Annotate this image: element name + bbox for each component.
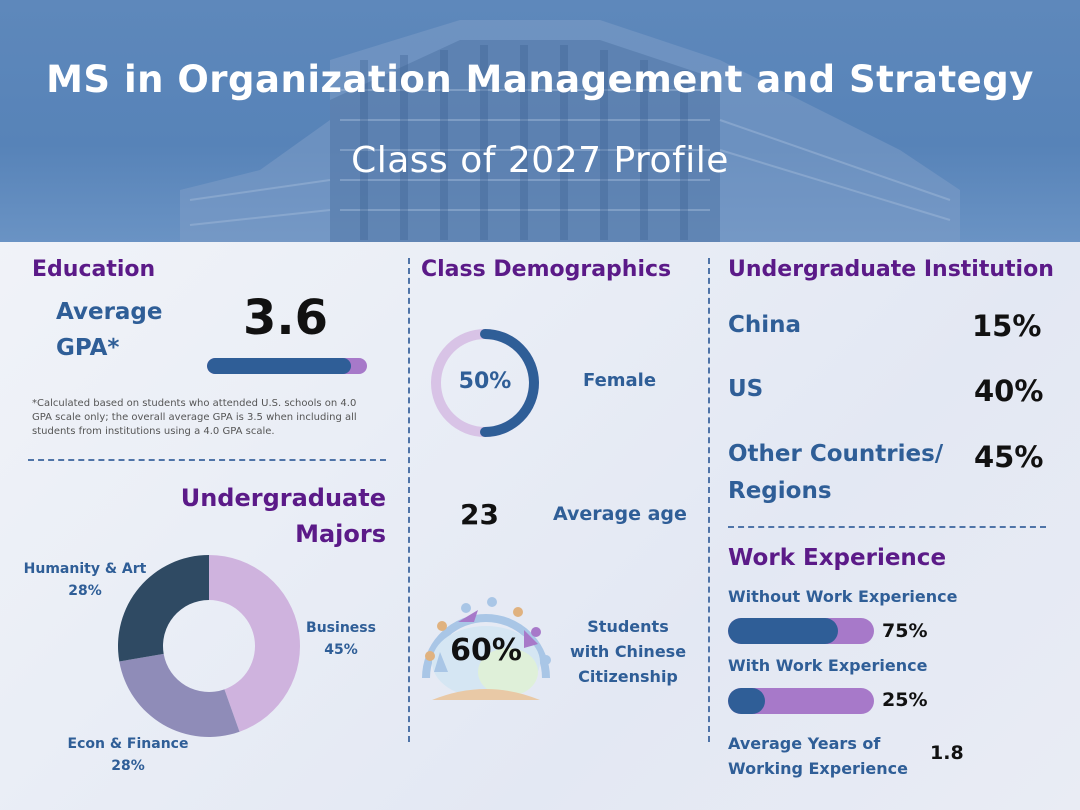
- econ-pct: 28%: [111, 758, 145, 774]
- econ-name: Econ & Finance: [67, 736, 189, 752]
- without-work-label: Without Work Experience: [728, 587, 958, 606]
- citizen-label-line3: Citizenship: [578, 667, 678, 686]
- gpa-label: Average GPA*: [56, 294, 163, 366]
- female-pct: 50%: [458, 369, 512, 394]
- donut-slice-humanity-art: [118, 555, 209, 662]
- donut-slice-business: [209, 555, 300, 732]
- humanity-name: Humanity & Art: [23, 561, 147, 577]
- without-work-value: 75%: [882, 620, 928, 642]
- work-heading: Work Experience: [728, 545, 947, 571]
- without-work-bar: [728, 618, 874, 644]
- female-ring-chart: [431, 329, 539, 437]
- page-title: MS in Organization Management and Strate…: [46, 58, 1034, 101]
- econ-label: Econ & Finance 28%: [50, 733, 206, 777]
- citizen-label-line1: Students: [587, 617, 669, 636]
- gpa-footnote: *Calculated based on students who attend…: [32, 398, 357, 437]
- years-label-line1: Average Years of: [728, 734, 881, 753]
- humanity-pct: 28%: [68, 583, 102, 599]
- majors-heading: Undergraduate Majors: [150, 480, 386, 552]
- us-label: US: [728, 376, 764, 402]
- majors-donut-chart: [118, 555, 300, 737]
- years-value: 1.8: [930, 742, 964, 764]
- institution-heading: Undergraduate Institution: [728, 257, 1054, 282]
- years-label-line2: Working Experience: [728, 759, 909, 778]
- business-label: Business 45%: [290, 617, 392, 661]
- age-label: Average age: [553, 503, 687, 525]
- other-label-line1: Other Countries/: [728, 441, 944, 467]
- business-name: Business: [306, 620, 376, 636]
- age-value: 23: [460, 498, 499, 531]
- female-label: Female: [583, 370, 657, 391]
- gpa-value: 3.6: [243, 290, 329, 346]
- education-heading: Education: [32, 257, 156, 282]
- education-divider: [28, 459, 386, 461]
- humanity-label: Humanity & Art 28%: [10, 558, 160, 602]
- years-label: Average Years of Working Experience: [728, 731, 908, 781]
- other-value: 45%: [974, 440, 1044, 474]
- female-ring-arc: [480, 329, 539, 437]
- china-label: China: [728, 312, 802, 338]
- china-value: 15%: [972, 309, 1042, 343]
- citizenship-people-icon: [422, 597, 551, 700]
- column-divider-left: [408, 258, 410, 742]
- column-divider-right: [708, 258, 710, 742]
- page-subtitle: Class of 2027 Profile: [351, 140, 729, 181]
- with-work-value: 25%: [882, 689, 928, 711]
- gpa-bar: [207, 358, 367, 374]
- without-work-bar-fill: [728, 618, 838, 644]
- with-work-label: With Work Experience: [728, 656, 928, 675]
- demographics-heading: Class Demographics: [421, 257, 672, 282]
- header-banner: MS in Organization Management and Strate…: [0, 0, 1080, 242]
- with-work-bar-fill: [728, 688, 765, 714]
- majors-heading-line1: Undergraduate: [180, 484, 386, 512]
- with-work-bar: [728, 688, 874, 714]
- other-label-line2: Regions: [728, 478, 832, 504]
- gpa-label-line2: GPA*: [56, 335, 120, 361]
- gpa-label-line1: Average: [56, 299, 163, 325]
- citizen-label: Students with Chinese Citizenship: [562, 614, 694, 689]
- gpa-bar-fill: [207, 358, 351, 374]
- business-pct: 45%: [324, 642, 358, 658]
- institution-divider: [728, 526, 1046, 528]
- citizen-pct: 60%: [450, 633, 522, 668]
- us-value: 40%: [974, 374, 1044, 408]
- donut-slice-econ-finance: [119, 653, 240, 737]
- other-label: Other Countries/ Regions: [728, 436, 943, 510]
- majors-heading-line2: Majors: [295, 520, 386, 548]
- building-background-image: [180, 20, 960, 242]
- citizen-label-line2: with Chinese: [569, 642, 687, 661]
